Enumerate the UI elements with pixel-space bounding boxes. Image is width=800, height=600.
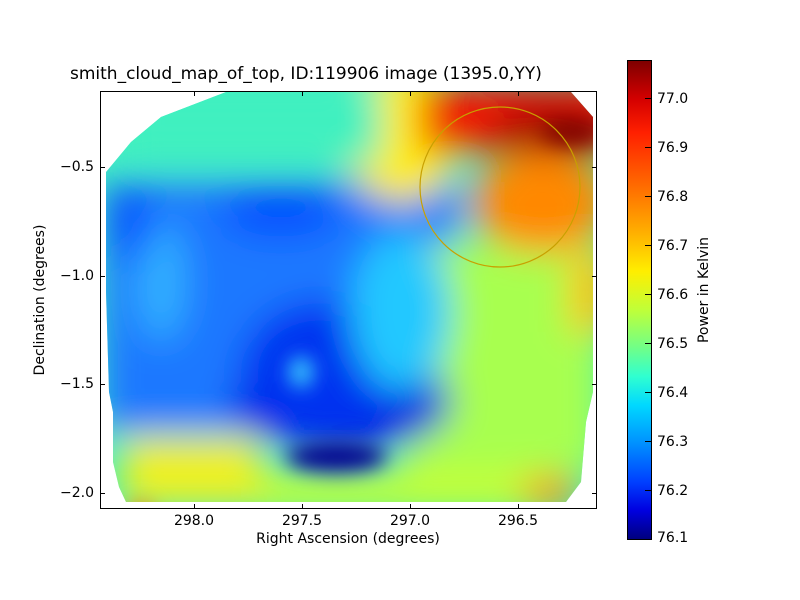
x-tick-mark [302,504,303,509]
x-tick-mark [518,504,519,509]
colorbar [627,60,652,540]
x-tick-mark-top [194,91,195,96]
region-circle-annotation [419,106,581,268]
y-tick-mark [100,384,105,385]
x-tick-mark-top [410,91,411,96]
colorbar-tick-label: 76.5 [657,336,689,352]
colorbar-tick-label: 76.7 [657,238,689,254]
x-tick-mark-top [518,91,519,96]
y-tick-mark-right [592,384,597,385]
colorbar-tick [645,392,652,393]
colorbar-tick [645,441,652,442]
colorbar-tick-label: 76.4 [657,385,689,401]
colorbar-tick-label: 76.9 [657,140,689,156]
x-tick-label: 298.0 [173,513,215,529]
y-tick-mark-right [592,493,597,494]
y-tick-mark-right [592,167,597,168]
y-tick-mark [100,276,105,277]
x-tick-label: 297.5 [281,513,323,529]
y-axis-label: Declination (degrees) [32,224,48,376]
colorbar-tick-label: 76.1 [657,530,689,546]
colorbar-tick-label: 76.3 [657,434,689,450]
colorbar-tick [645,294,652,295]
x-tick-mark-top [302,91,303,96]
heatmap-image [106,92,593,502]
chart-title: smith_cloud_map_of_top, ID:119906 image … [70,64,542,84]
x-tick-label: 296.5 [497,513,539,529]
colorbar-tick-label: 76.8 [657,189,689,205]
y-tick-mark [100,167,105,168]
x-axis-label: Right Ascension (degrees) [256,531,440,547]
y-tick-label: −1.5 [60,376,94,392]
colorbar-label: Power in Kelvin [696,236,712,344]
y-tick-mark-right [592,276,597,277]
colorbar-tick [645,196,652,197]
y-tick-label: −2.0 [60,485,94,501]
colorbar-tick-label: 77.0 [657,91,689,107]
y-tick-mark [100,493,105,494]
y-tick-label: −0.5 [60,159,94,175]
colorbar-tick [645,490,652,491]
x-tick-label: 297.0 [389,513,431,529]
x-tick-mark [194,504,195,509]
colorbar-tick [645,98,652,99]
colorbar-tick-label: 76.2 [657,483,689,499]
colorbar-tick [645,147,652,148]
colorbar-tick [645,343,652,344]
heatmap-plot-area [100,91,597,509]
colorbar-tick-label: 76.6 [657,287,689,303]
x-tick-mark [410,504,411,509]
colorbar-tick [645,245,652,246]
y-tick-label: −1.0 [60,268,94,284]
